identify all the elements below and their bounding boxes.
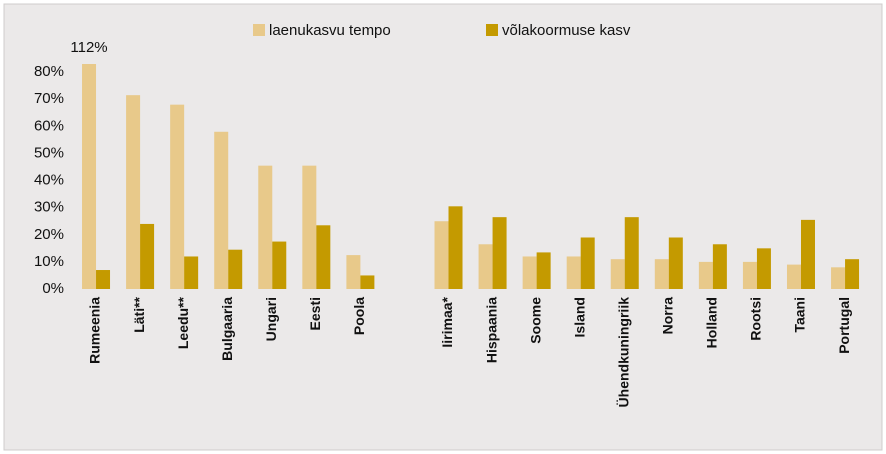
x-tick-label: Eesti xyxy=(307,297,323,330)
bar xyxy=(126,95,141,289)
legend-label: võlakoormuse kasv xyxy=(502,22,631,39)
bar xyxy=(522,256,537,289)
bar xyxy=(610,259,625,289)
x-tick-label: Taani xyxy=(792,297,808,333)
x-tick-label: Holland xyxy=(704,297,720,348)
bar xyxy=(140,223,155,289)
x-tick-label: Rootsi xyxy=(748,297,764,341)
bar xyxy=(448,206,463,289)
x-tick-label: Norra xyxy=(660,297,676,335)
bar xyxy=(360,275,375,289)
bar xyxy=(566,256,581,289)
x-tick-label: Rumeenia xyxy=(87,297,103,364)
legend-swatch xyxy=(253,24,265,36)
bar xyxy=(316,225,331,289)
bar xyxy=(742,261,757,289)
bar xyxy=(845,259,860,289)
bar xyxy=(831,267,846,289)
y-tick-label: 30% xyxy=(34,199,64,216)
bar xyxy=(756,248,771,289)
y-tick-label: 0% xyxy=(42,280,64,297)
bar xyxy=(654,259,669,289)
bar xyxy=(786,264,801,289)
bar xyxy=(96,270,111,289)
bar xyxy=(434,221,449,289)
bar xyxy=(536,252,551,289)
y-tick-label: 60% xyxy=(34,117,64,134)
bar xyxy=(258,165,273,289)
bar xyxy=(580,237,595,289)
bar xyxy=(228,249,243,289)
x-tick-label: Iirimaa* xyxy=(439,296,455,347)
x-tick-label: Ungari xyxy=(263,297,279,341)
y-tick-label: 50% xyxy=(34,144,64,161)
y-tick-label: 40% xyxy=(34,172,64,189)
x-tick-label: Ühendkuningriik xyxy=(615,297,631,408)
x-tick-label: Läti** xyxy=(131,296,147,332)
x-tick-label: Bulgaaria xyxy=(219,297,235,361)
value-label: 112% xyxy=(70,39,107,56)
bar xyxy=(478,244,493,289)
bars xyxy=(82,64,860,290)
bar xyxy=(712,244,727,289)
y-tick-label: 10% xyxy=(34,253,64,270)
bar xyxy=(668,237,683,289)
legend-swatch xyxy=(486,24,498,36)
bar xyxy=(698,261,713,289)
legend-label: laenukasvu tempo xyxy=(269,22,391,39)
x-tick-label: Soome xyxy=(527,297,543,344)
bar xyxy=(346,255,361,289)
y-tick-label: 70% xyxy=(34,90,64,107)
bar xyxy=(214,131,229,289)
bar xyxy=(272,241,287,289)
x-tick-label: Leedu** xyxy=(175,296,191,349)
x-tick-label: Portugal xyxy=(836,297,852,354)
y-tick-label: 80% xyxy=(34,63,64,80)
bar xyxy=(492,217,507,289)
x-tick-label: Hispaania xyxy=(483,297,499,363)
y-tick-label: 20% xyxy=(34,226,64,243)
bar xyxy=(82,64,97,290)
bar xyxy=(624,217,639,289)
bar xyxy=(302,165,317,289)
bar xyxy=(170,104,185,289)
bar xyxy=(184,256,199,289)
bar xyxy=(800,219,815,289)
x-tick-label: Island xyxy=(571,297,587,337)
x-tick-label: Poola xyxy=(351,297,367,335)
